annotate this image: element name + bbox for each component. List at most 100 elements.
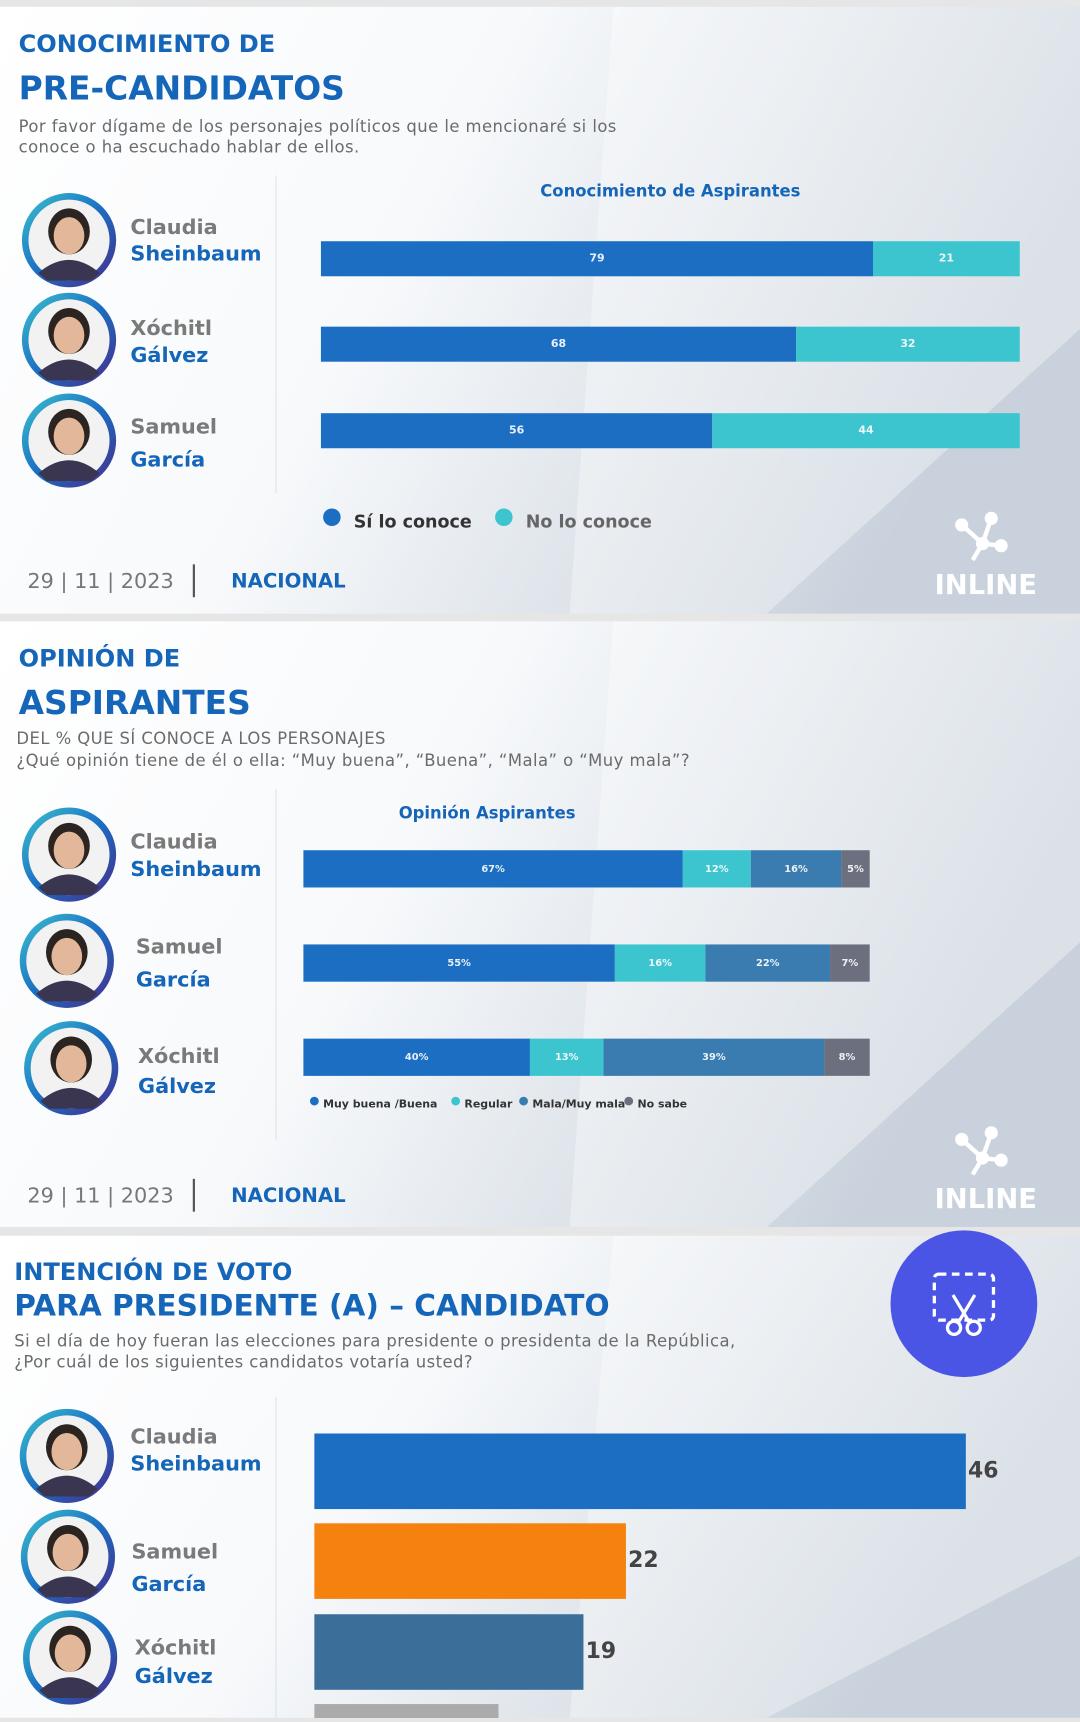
value-label: 40% — [405, 1052, 429, 1063]
legend-label: Muy buena /Buena — [323, 1097, 437, 1110]
button-bg[interactable] — [890, 1230, 1038, 1378]
avatar-face — [55, 1045, 87, 1083]
heading: INTENCIÓN DE VOTO — [14, 1256, 292, 1286]
category-first-name: Xóchitl — [130, 316, 212, 340]
avatar-body — [36, 980, 98, 1002]
brand-logo — [955, 1126, 1008, 1176]
category-last-name: Sheinbaum — [130, 1452, 261, 1476]
legend-label: Mala/Muy mala — [532, 1097, 625, 1110]
bar-segment — [303, 850, 683, 888]
bar-segment — [303, 1038, 530, 1076]
icon — [945, 1319, 963, 1337]
bar-segment — [614, 944, 706, 982]
category-first-name: Claudia — [130, 830, 217, 854]
brand-logo — [955, 511, 1008, 562]
avatar-face — [53, 831, 85, 869]
bar-segment — [682, 850, 751, 888]
bar-segment — [841, 850, 870, 888]
avatar-face — [54, 1634, 86, 1672]
legend-marker — [624, 1096, 634, 1106]
value-label: 22% — [756, 958, 780, 969]
bar — [314, 1433, 966, 1510]
avatar — [19, 1408, 114, 1504]
avatar — [24, 1021, 119, 1116]
logo-links — [960, 1132, 1002, 1176]
category-last-name: Gálvez — [138, 1074, 216, 1098]
value-label: 8% — [839, 1052, 856, 1063]
legend-marker — [451, 1096, 461, 1106]
avatar-body — [38, 460, 100, 482]
value-label: 39% — [702, 1052, 726, 1063]
value-label: 13% — [555, 1052, 579, 1063]
panel — [0, 6, 1080, 614]
category-first-name: Samuel — [131, 1539, 218, 1563]
bar — [314, 1614, 584, 1690]
record-button[interactable] — [890, 1230, 1038, 1378]
date: 29 | 11 | 2023 — [27, 569, 173, 594]
heading: ASPIRANTES — [19, 683, 251, 722]
category-first-name: Samuel — [130, 414, 217, 438]
category-last-name: García — [131, 1572, 206, 1596]
brand: INLINE — [935, 1184, 1037, 1215]
icon — [951, 1294, 971, 1324]
value-label: 55% — [447, 958, 471, 969]
icon — [965, 1319, 982, 1337]
legend-marker — [495, 508, 513, 527]
scope: NACIONAL — [231, 569, 346, 592]
heading: CONOCIMIENTO DE — [19, 30, 276, 58]
decor — [569, 6, 1080, 614]
category-first-name: Claudia — [130, 215, 217, 239]
value-label: 68 — [551, 337, 566, 350]
category-last-name: Gálvez — [130, 343, 208, 367]
avatar — [21, 193, 117, 288]
panel — [0, 621, 1080, 1228]
avatar — [21, 807, 117, 902]
category-first-name: Xóchitl — [138, 1044, 220, 1068]
bar-segment — [796, 326, 1020, 362]
legend-label: Regular — [464, 1097, 513, 1110]
avatar — [19, 913, 114, 1008]
scope: NACIONAL — [231, 1184, 346, 1207]
subtitle: ¿Qué opinión tiene de él o ella: “Muy bu… — [16, 751, 690, 770]
avatar-face — [51, 937, 83, 976]
category-first-name: Claudia — [130, 1424, 217, 1448]
value-label: 19 — [586, 1639, 616, 1664]
avatar-face — [52, 1533, 84, 1571]
subtitle: conoce o ha escuchado hablar de ellos. — [19, 138, 360, 157]
value-label: 56 — [509, 424, 525, 437]
value-label: 7% — [842, 958, 859, 969]
icon — [957, 1294, 977, 1324]
value-label: 22 — [628, 1548, 658, 1573]
category-last-name: Gálvez — [135, 1664, 213, 1688]
category-last-name: Sheinbaum — [130, 857, 261, 881]
bar-segment — [830, 944, 870, 982]
bar-segment — [705, 944, 831, 982]
logo-links — [960, 517, 1002, 562]
category-last-name: García — [130, 447, 205, 471]
avatar-body — [36, 1475, 98, 1497]
value-label: 21 — [939, 252, 954, 265]
avatar-body — [38, 259, 100, 281]
legend-label: No lo conoce — [526, 513, 652, 533]
value-label: 44 — [858, 424, 874, 437]
avatar — [20, 1509, 116, 1604]
value-label: 12% — [705, 864, 729, 875]
avatar-body — [37, 1576, 99, 1598]
avatar-body — [39, 1677, 101, 1699]
avatar-face — [53, 417, 85, 455]
category-last-name: García — [136, 968, 211, 992]
chart-title: Conocimiento de Aspirantes — [540, 181, 800, 200]
avatar — [21, 292, 117, 387]
heading: PRE-CANDIDATOS — [19, 69, 345, 108]
brand: INLINE — [935, 570, 1037, 601]
icon — [932, 1272, 996, 1322]
value-label: 16% — [784, 864, 808, 875]
bar-segment — [873, 241, 1020, 277]
legend-marker — [519, 1096, 528, 1106]
bar-segment — [750, 850, 842, 888]
value-label: 67% — [481, 864, 505, 875]
value-label: 46 — [968, 1458, 998, 1483]
value-label: 16% — [648, 958, 672, 969]
legend-label: Sí lo conoce — [354, 513, 472, 533]
